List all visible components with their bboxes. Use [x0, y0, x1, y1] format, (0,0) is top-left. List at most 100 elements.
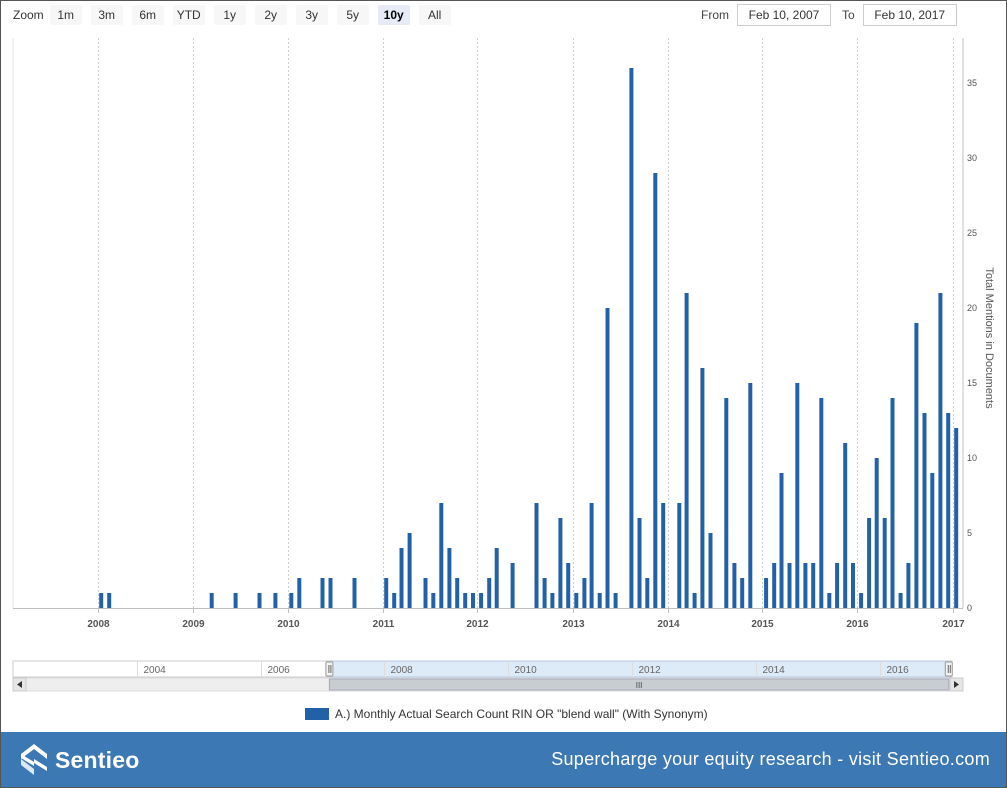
bar[interactable]	[487, 578, 492, 608]
bar[interactable]	[637, 518, 642, 608]
bar[interactable]	[589, 503, 594, 608]
bar[interactable]	[803, 563, 808, 608]
bar[interactable]	[843, 443, 848, 608]
bar[interactable]	[795, 383, 800, 608]
bar[interactable]	[700, 368, 705, 608]
scrollbar-thumb[interactable]	[328, 678, 950, 691]
bar[interactable]	[613, 593, 618, 608]
bar[interactable]	[566, 563, 571, 608]
bar[interactable]	[320, 578, 325, 608]
bar[interactable]	[463, 593, 468, 608]
bar[interactable]	[732, 563, 737, 608]
to-date-input[interactable]: Feb 10, 2017	[862, 4, 957, 26]
zoom-button-3y[interactable]: 3y	[295, 5, 328, 25]
bar[interactable]	[399, 548, 404, 608]
bar[interactable]	[930, 473, 935, 608]
bar[interactable]	[558, 518, 563, 608]
y-tick-label: 25	[967, 228, 977, 238]
bar[interactable]	[827, 593, 832, 608]
bar[interactable]	[479, 593, 484, 608]
zoom-button-all[interactable]: All	[418, 5, 451, 25]
zoom-button-5y[interactable]: 5y	[336, 5, 369, 25]
bar[interactable]	[605, 308, 610, 608]
bar[interactable]	[677, 503, 682, 608]
bar[interactable]	[407, 533, 412, 608]
bar[interactable]	[629, 68, 634, 608]
bar[interactable]	[574, 593, 579, 608]
bar[interactable]	[423, 578, 428, 608]
bar[interactable]	[787, 563, 792, 608]
bar[interactable]	[107, 593, 112, 608]
bar[interactable]	[835, 563, 840, 608]
bar[interactable]	[273, 593, 278, 608]
bar[interactable]	[447, 548, 452, 608]
legend[interactable]: A.) Monthly Actual Search Count RIN OR "…	[305, 706, 708, 722]
bar[interactable]	[692, 593, 697, 608]
zoom-button-1m[interactable]: 1m	[49, 5, 82, 25]
bar[interactable]	[748, 383, 753, 608]
bar[interactable]	[257, 593, 262, 608]
bar[interactable]	[392, 593, 397, 608]
bar[interactable]	[653, 173, 658, 608]
bar[interactable]	[352, 578, 357, 608]
plot-area: 2008 2009 2010 2011 2012 2013 2014 2015 2016 2017…	[12, 38, 995, 630]
bar[interactable]	[661, 503, 666, 608]
bar[interactable]	[542, 578, 547, 608]
bar[interactable]	[494, 548, 499, 608]
bar[interactable]	[209, 593, 214, 608]
bar[interactable]	[954, 428, 959, 608]
bar[interactable]	[328, 578, 333, 608]
bar[interactable]	[906, 563, 911, 608]
bar[interactable]	[859, 593, 864, 608]
bar[interactable]	[384, 578, 389, 608]
bar[interactable]	[471, 593, 475, 608]
zoom-button-6m[interactable]: 6m	[131, 5, 164, 25]
bar[interactable]	[724, 398, 729, 608]
bar[interactable]	[811, 563, 816, 608]
x-tick-label: 2012	[466, 619, 489, 630]
bar[interactable]	[779, 473, 784, 608]
y-tick-label: 15	[967, 378, 977, 388]
scroll-right-arrow-icon	[954, 681, 959, 688]
bar[interactable]	[233, 593, 238, 608]
bar[interactable]	[914, 323, 919, 608]
bar[interactable]	[455, 578, 460, 608]
zoom-button-1y[interactable]: 1y	[213, 5, 246, 25]
zoom-button-10y[interactable]: 10y	[377, 5, 410, 25]
bar[interactable]	[851, 563, 855, 608]
bar[interactable]	[708, 533, 713, 608]
bar[interactable]	[740, 578, 745, 608]
tagline: Supercharge your equity research - visit…	[551, 749, 990, 769]
bar[interactable]	[534, 503, 539, 608]
footer-banner[interactable]: Sentieo Supercharge your equity research…	[1, 732, 1006, 787]
bar[interactable]	[431, 593, 436, 608]
navigator[interactable]: 2004 2006 2008 2010 2012 2014 2016 III	[12, 660, 964, 692]
navigator-year-label: 2012	[639, 665, 662, 676]
bar[interactable]	[289, 593, 294, 608]
bar[interactable]	[764, 578, 769, 608]
bar[interactable]	[297, 578, 302, 608]
bar[interactable]	[439, 503, 444, 608]
bar[interactable]	[819, 398, 824, 608]
bar[interactable]	[938, 293, 943, 608]
bar[interactable]	[510, 563, 515, 608]
bar[interactable]	[867, 518, 872, 608]
bar[interactable]	[874, 458, 879, 608]
zoom-button-ytd[interactable]: YTD	[172, 5, 205, 25]
zoom-toolbar: Zoom 1m 3m 6m YTD 1y 2y 3y 5y 10y All	[13, 4, 460, 26]
bar[interactable]	[684, 293, 689, 608]
bar[interactable]	[772, 563, 777, 608]
bar[interactable]	[99, 593, 104, 608]
bar[interactable]	[550, 593, 555, 608]
bar[interactable]	[882, 518, 887, 608]
bar[interactable]	[645, 578, 650, 608]
bar[interactable]	[946, 413, 951, 608]
bar[interactable]	[898, 593, 903, 608]
zoom-button-2y[interactable]: 2y	[254, 5, 287, 25]
bar[interactable]	[922, 413, 927, 608]
from-date-input[interactable]: Feb 10, 2007	[737, 4, 831, 26]
bar[interactable]	[582, 578, 587, 608]
bar[interactable]	[597, 593, 602, 608]
bar[interactable]	[890, 398, 895, 608]
zoom-button-3m[interactable]: 3m	[90, 5, 123, 25]
